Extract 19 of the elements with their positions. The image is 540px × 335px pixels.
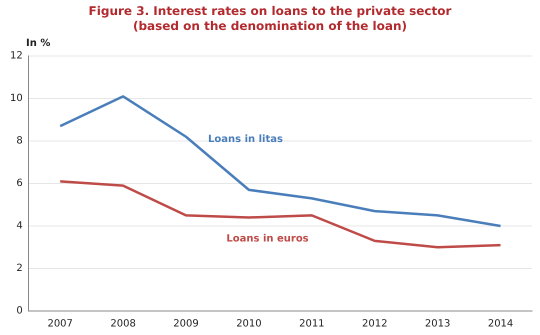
y-tick-label: 8: [16, 136, 23, 147]
x-tick-label: 2014: [488, 318, 514, 330]
series-label: Loans in euros: [226, 233, 309, 244]
series-label: Loans in litas: [208, 134, 283, 145]
x-tick-label: 2011: [299, 318, 325, 330]
y-tick-label: 2: [16, 263, 23, 274]
x-tick-label: 2009: [173, 318, 199, 330]
y-axis-title: In %: [26, 38, 50, 49]
chart-title: Figure 3. Interest rates on loans to the private sector (based on the denomination of the loan): [88, 4, 452, 34]
x-tick-label: 2012: [362, 318, 388, 330]
x-tick-label: 2010: [236, 318, 262, 330]
y-tick-label: 10: [10, 93, 23, 104]
x-tick-label: 2007: [47, 318, 73, 330]
y-tick-label: 12: [10, 50, 23, 62]
y-tick-label: 6: [16, 178, 23, 190]
y-tick-label: 0: [16, 306, 23, 317]
x-tick-label: 2008: [110, 318, 136, 330]
y-tick-label: 4: [16, 220, 23, 232]
x-tick-label: 2013: [424, 318, 450, 330]
